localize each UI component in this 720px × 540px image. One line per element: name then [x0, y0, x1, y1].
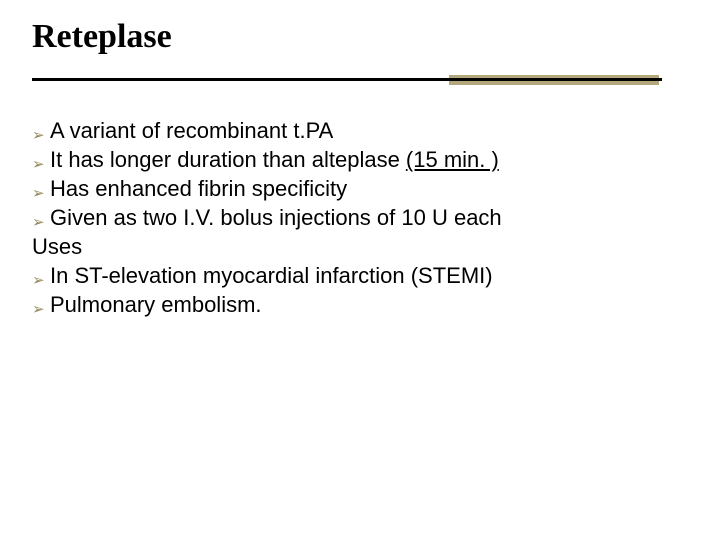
section-heading-text: Uses [32, 232, 692, 261]
bullet-text: It has longer duration than alteplase (1… [50, 145, 692, 174]
bullet-item: ➢ Given as two I.V. bolus injections of … [32, 203, 692, 232]
bullet-arrow-icon: ➢ [32, 128, 50, 143]
horizontal-rule [32, 78, 662, 81]
bullet-arrow-icon: ➢ [32, 302, 50, 317]
bullet-arrow-icon: ➢ [32, 186, 50, 201]
bullet-arrow-icon: ➢ [32, 215, 50, 230]
bullet-item: ➢ A variant of recombinant t.PA [32, 116, 692, 145]
bullet-text: In ST-elevation myocardial infarction (S… [50, 261, 692, 290]
body-content: ➢ A variant of recombinant t.PA ➢ It has… [32, 116, 692, 319]
slide: Reteplase ➢ A variant of recombinant t.P… [0, 0, 720, 540]
bullet-arrow-icon: ➢ [32, 273, 50, 288]
bullet-item: ➢ It has longer duration than alteplase … [32, 145, 692, 174]
bullet-text: A variant of recombinant t.PA [50, 116, 692, 145]
underlined-text: (15 min. ) [406, 147, 499, 172]
bullet-text: Given as two I.V. bolus injections of 10… [50, 203, 692, 232]
bullet-text-segment: It has longer duration than alteplase [50, 147, 406, 172]
bullet-item: ➢ Has enhanced fibrin specificity [32, 174, 692, 203]
bullet-item: ➢ Pulmonary embolism. [32, 290, 692, 319]
bullet-item: ➢ In ST-elevation myocardial infarction … [32, 261, 692, 290]
bullet-text: Has enhanced fibrin specificity [50, 174, 692, 203]
title-rule [32, 78, 692, 84]
page-title: Reteplase [32, 18, 692, 56]
bullet-arrow-icon: ➢ [32, 157, 50, 172]
bullet-text: Pulmonary embolism. [50, 290, 692, 319]
section-heading: Uses [32, 232, 692, 261]
